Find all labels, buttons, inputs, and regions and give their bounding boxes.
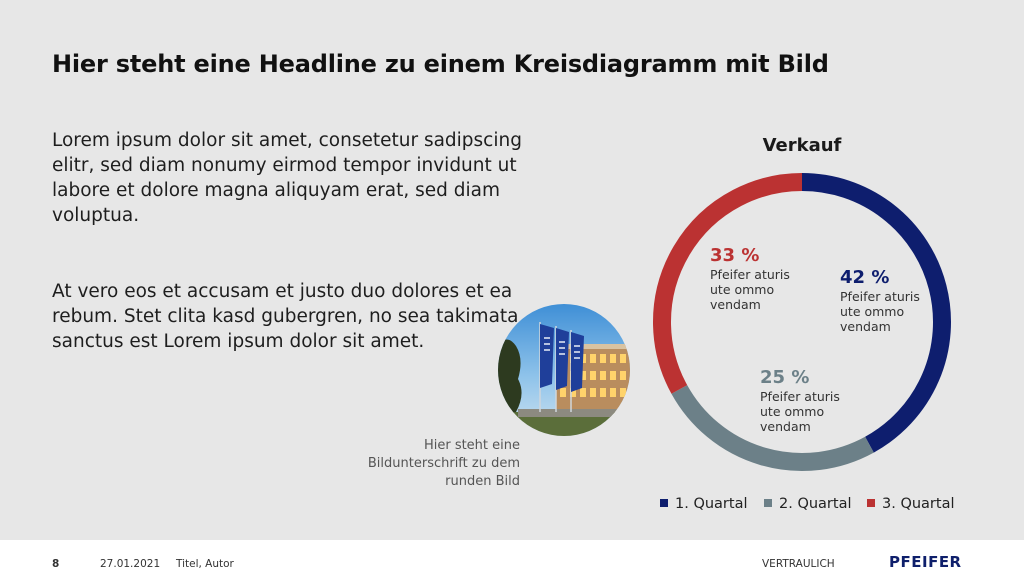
- body-paragraph-2: At vero eos et accusam et justo duo dolo…: [52, 281, 519, 352]
- caption-line-3: runden Bild: [445, 474, 520, 489]
- legend-swatch-3: [867, 499, 875, 507]
- page-title: Hier steht eine Headline zu einem Kreisd…: [52, 50, 829, 78]
- slice-description-2: Pfeifer aturis: [760, 389, 840, 404]
- company-logo: PFEIFER: [889, 553, 962, 571]
- donut-slice-2: [671, 385, 874, 471]
- slice-description-1: ute ommo: [840, 304, 904, 319]
- round-building-photo: [498, 304, 630, 436]
- image-caption: Hier steht eine Bildunterschrift zu dem …: [330, 437, 520, 491]
- slice-value-label-1: 42 %: [840, 267, 889, 288]
- legend-swatch-2: [764, 499, 772, 507]
- page-number: 8: [52, 558, 60, 570]
- footer: 8 27.01.2021 Titel, Autor VERTRAULICH PF…: [0, 540, 1024, 577]
- slice-description-1: vendam: [840, 319, 891, 334]
- slice-value-label-3: 33 %: [710, 245, 759, 266]
- body-paragraph-1: Lorem ipsum dolor sit amet, consetetur s…: [52, 130, 522, 226]
- slice-description-2: ute ommo: [760, 404, 824, 419]
- legend-label-1: 1. Quartal: [675, 496, 748, 512]
- donut-slice-1: [801, 173, 951, 453]
- caption-line-1: Hier steht eine: [423, 438, 520, 453]
- slide: Hier steht eine Headline zu einem Kreisd…: [52, 50, 955, 512]
- footer-title: Titel, Autor: [176, 558, 234, 570]
- footer-date: 27.01.2021: [100, 558, 161, 570]
- legend-swatch-1: [660, 499, 668, 507]
- slice-description-3: Pfeifer aturis: [710, 267, 790, 282]
- slice-description-1: Pfeifer aturis: [840, 289, 920, 304]
- slice-description-3: ute ommo: [710, 282, 774, 297]
- chart-title: Verkauf: [763, 135, 842, 156]
- slice-description-2: vendam: [760, 419, 811, 434]
- slice-description-3: vendam: [710, 297, 761, 312]
- legend-label-2: 2. Quartal: [779, 496, 852, 512]
- caption-line-2: Bildunterschrift zu dem: [367, 456, 520, 471]
- legend-label-3: 3. Quartal: [882, 496, 955, 512]
- slice-value-label-2: 25 %: [760, 367, 809, 388]
- confidential-label: VERTRAULICH: [762, 558, 835, 570]
- donut-slice-3: [653, 173, 803, 394]
